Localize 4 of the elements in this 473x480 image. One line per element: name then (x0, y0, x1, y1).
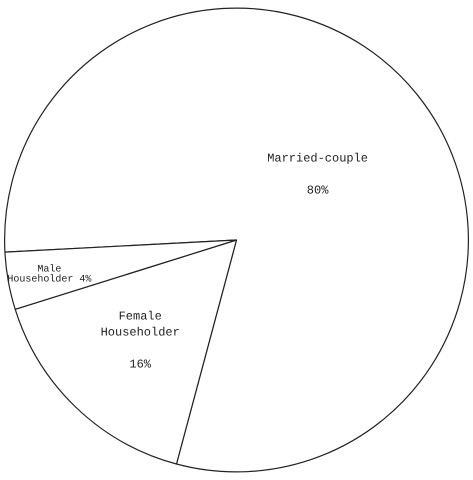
slice-label: Female Householder (100, 310, 180, 340)
slice-label: Married-couple (267, 152, 368, 166)
data-label: 80% (306, 184, 330, 198)
data-label: 16% (129, 358, 152, 372)
